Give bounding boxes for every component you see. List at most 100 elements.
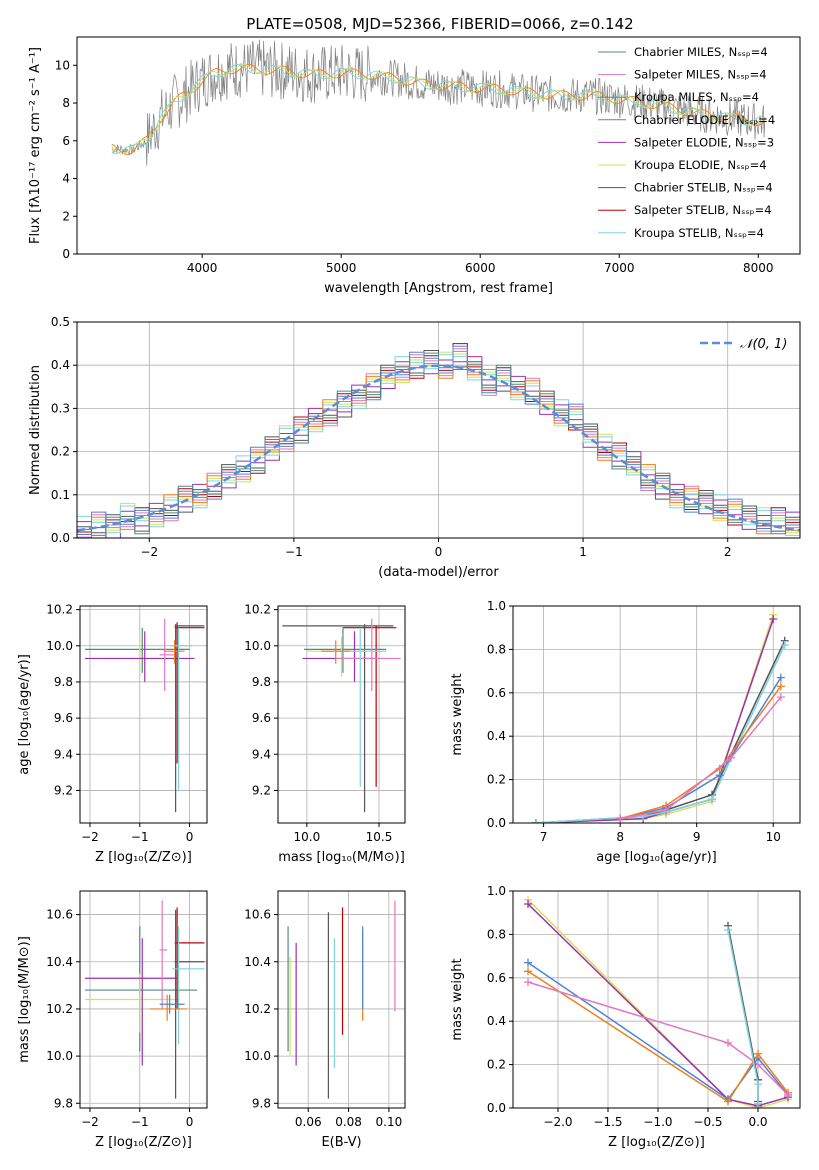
weight-marker	[724, 1038, 732, 1047]
y-tick-label: 10.0	[244, 1049, 271, 1063]
weight-marker	[531, 819, 540, 823]
y-tick-label: 10.2	[244, 603, 271, 617]
y-tick-label: 10.6	[244, 908, 271, 922]
x-tick-label: 10	[766, 830, 781, 844]
y-tick-label: 0	[62, 247, 70, 261]
legend-label: Kroupa STELIB, Nₛₛₚ=4	[634, 226, 764, 240]
x-tick-label: 4000	[187, 261, 218, 275]
weight-marker	[780, 641, 789, 650]
x-axis-label: age [log₁₀(age/yr)]	[596, 850, 717, 865]
x-tick-label: 5000	[326, 261, 357, 275]
panel-mass-vs-Z: −2 −1 0 9.8 10.0 10.2 10.4 10.6 Z [log₁₀(Z/Z⊙)] m…	[17, 890, 208, 1150]
y-tick-label: 10.4	[244, 955, 271, 969]
x-tick-label: −1	[131, 830, 149, 844]
weight-marker	[524, 978, 532, 987]
axes-frame	[79, 605, 208, 824]
x-tick-label: 0.0	[748, 1115, 767, 1129]
plot-area	[84, 618, 205, 813]
y-axis-label: mass [log₁₀(M/M⊙)]	[17, 936, 32, 1063]
legend-label: Salpeter STELIB, Nₛₛₚ=4	[634, 203, 772, 217]
histogram-step	[77, 352, 800, 538]
x-tick-label: 2	[724, 545, 732, 559]
plot-area	[77, 343, 800, 538]
weight-marker	[524, 900, 532, 909]
weight-marker	[727, 753, 736, 762]
panel-mass-vs-ebv: 0.06 0.08 0.10 9.8 10.0 10.2 10.4 10.6 E(B-V)	[244, 890, 406, 1150]
y-tick-label: 10.4	[46, 955, 73, 969]
panel-residuals: −2 −1 0 1 2 0.0 0.1 0.2 0.3 0.4 0.5 (data-model)/er…	[28, 315, 801, 580]
plot-area	[287, 900, 396, 1099]
x-tick-label: −1	[285, 545, 303, 559]
y-axis-label: age [log₁₀(age/yr)]	[17, 654, 32, 775]
x-tick-label: 0	[435, 545, 443, 559]
y-axis-label: mass weight	[450, 673, 465, 755]
x-axis-label: (data-model)/error	[378, 565, 499, 580]
x-tick-label: 0	[186, 830, 194, 844]
y-tick-label: 10.2	[244, 1002, 271, 1016]
legend-label: Chabrier STELIB, Nₛₛₚ=4	[634, 181, 773, 195]
axes-frame	[512, 890, 801, 1109]
weight-series-line	[527, 981, 789, 1096]
y-tick-label: 0.4	[487, 1014, 506, 1028]
weight-marker	[707, 795, 716, 804]
y-tick-label: 9.8	[252, 675, 271, 689]
weight-marker	[776, 673, 785, 682]
weight-marker	[776, 682, 785, 691]
y-tick-label: 6	[62, 134, 70, 148]
legend-label: Salpeter ELODIE, Nₛₛₚ=3	[634, 135, 774, 149]
axes-frame	[277, 890, 406, 1109]
y-tick-label: 0.6	[487, 686, 506, 700]
y-tick-label: 0.4	[51, 358, 70, 372]
y-tick-label: 10.0	[46, 1049, 73, 1063]
y-axis-label: mass weight	[450, 958, 465, 1040]
y-tick-label: 10.6	[46, 908, 73, 922]
weight-series-line	[527, 899, 789, 1108]
model-spectrum	[111, 63, 766, 154]
y-tick-label: 0.8	[487, 642, 506, 656]
y-tick-label: 9.2	[252, 783, 271, 797]
y-tick-label: 9.8	[54, 675, 73, 689]
y-tick-label: 9.4	[54, 747, 73, 761]
x-tick-label: 0.06	[295, 1115, 322, 1129]
y-tick-label: 2	[62, 209, 70, 223]
y-tick-label: 0.0	[51, 531, 70, 545]
y-tick-label: 1.0	[487, 599, 506, 613]
weight-marker	[754, 1099, 762, 1108]
legend-label: Kroupa MILES, Nₛₛₚ=4	[634, 90, 759, 104]
figure-title: PLATE=0508, MJD=52366, FIBERID=0066, z=0…	[246, 15, 633, 33]
weight-marker	[724, 1097, 732, 1106]
plot-area	[282, 618, 401, 813]
y-tick-label: 0.1	[51, 488, 70, 502]
y-tick-label: 9.6	[252, 711, 271, 725]
y-tick-label: 0.5	[51, 315, 70, 329]
weight-marker	[662, 805, 671, 814]
x-axis-label: Z [log₁₀(Z/Z⊙)]	[95, 850, 192, 865]
weight-marker	[754, 1049, 762, 1058]
y-axis-label: Flux [fλ10⁻¹⁷ erg cm⁻² s⁻¹ A⁻¹]	[28, 47, 43, 244]
y-tick-label: 0.3	[51, 401, 70, 415]
plot-area	[531, 610, 789, 823]
weight-series-line	[527, 903, 789, 1107]
x-tick-label: 7	[540, 830, 548, 844]
y-tick-label: 0.2	[487, 773, 506, 787]
y-axis-label: Normed distribution	[28, 365, 43, 495]
weight-series-line	[619, 685, 782, 820]
y-tick-label: 4	[62, 172, 70, 186]
y-tick-label: 0.2	[487, 1058, 506, 1072]
x-tick-label: 1	[579, 545, 587, 559]
x-tick-label: 7000	[604, 261, 635, 275]
x-axis-label: wavelength [Angstrom, rest frame]	[324, 281, 553, 296]
y-tick-label: 10	[55, 58, 70, 72]
panel-age-vs-Z: −2 −1 0 9.2 9.4 9.6 9.8 10.0 10.2 Z [log₁₀(Z/Z⊙)]…	[17, 603, 208, 865]
x-tick-label: −2	[140, 545, 158, 559]
weight-marker	[524, 967, 532, 976]
x-tick-label: −1.0	[643, 1115, 672, 1129]
y-tick-label: 9.8	[252, 1096, 271, 1110]
y-tick-label: 9.4	[252, 747, 271, 761]
x-tick-label: 8000	[743, 261, 774, 275]
normal-curve	[77, 364, 800, 532]
panel-weight-vs-age: 7 8 9 10 0.0 0.2 0.4 0.6 0.8 1.0 age [log₁₀(age/yr…	[450, 599, 801, 865]
axes-frame	[79, 890, 208, 1109]
y-tick-label: 10.2	[46, 603, 73, 617]
